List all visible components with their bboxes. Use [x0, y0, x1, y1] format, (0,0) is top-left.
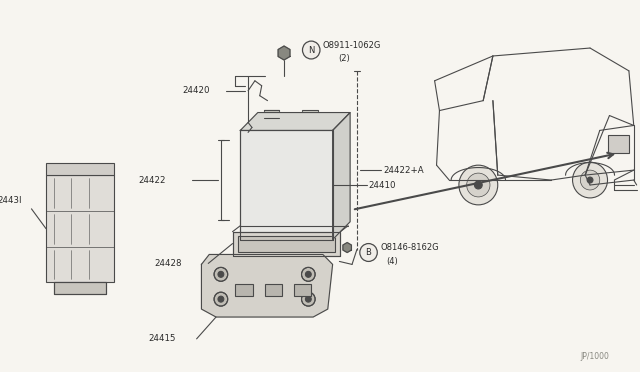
Text: 24410: 24410: [369, 180, 396, 189]
Circle shape: [459, 165, 498, 205]
Bar: [294, 284, 311, 296]
Text: 24428: 24428: [155, 259, 182, 268]
Polygon shape: [241, 113, 350, 131]
Bar: [303, 110, 318, 118]
Text: (4): (4): [386, 257, 398, 266]
Circle shape: [305, 296, 311, 302]
Circle shape: [214, 267, 228, 281]
Bar: [236, 284, 253, 296]
Text: 24420: 24420: [182, 86, 209, 95]
Bar: [264, 110, 279, 118]
Circle shape: [573, 162, 607, 198]
Bar: [264, 284, 282, 296]
Circle shape: [467, 173, 490, 197]
Circle shape: [474, 181, 482, 189]
Circle shape: [301, 267, 315, 281]
Text: 24415: 24415: [148, 334, 175, 343]
Bar: [46, 175, 114, 282]
Bar: [607, 135, 629, 153]
Circle shape: [301, 292, 315, 306]
Text: N: N: [308, 45, 314, 55]
Bar: [232, 232, 340, 256]
Circle shape: [218, 271, 224, 277]
Circle shape: [281, 50, 287, 56]
Polygon shape: [343, 243, 351, 253]
Bar: [238, 235, 335, 253]
Circle shape: [580, 170, 600, 190]
Polygon shape: [333, 113, 350, 240]
Bar: [54, 282, 106, 294]
Circle shape: [303, 41, 320, 59]
Text: 2443I: 2443I: [0, 196, 22, 205]
Text: O8911-1062G: O8911-1062G: [323, 41, 381, 49]
Bar: [241, 131, 333, 240]
Text: JP/1000: JP/1000: [580, 352, 609, 361]
Text: 24422: 24422: [138, 176, 166, 185]
Circle shape: [305, 271, 311, 277]
Circle shape: [312, 119, 322, 129]
Text: O8146-8162G: O8146-8162G: [380, 243, 439, 252]
Text: 24422+A: 24422+A: [383, 166, 424, 174]
Bar: [46, 163, 114, 175]
Circle shape: [587, 177, 593, 183]
Polygon shape: [202, 254, 333, 317]
Circle shape: [214, 292, 228, 306]
Circle shape: [288, 119, 298, 129]
Circle shape: [264, 119, 273, 129]
Polygon shape: [278, 46, 290, 60]
Circle shape: [360, 244, 378, 262]
Circle shape: [218, 296, 224, 302]
Text: B: B: [365, 248, 371, 257]
Bar: [54, 282, 106, 294]
Text: (2): (2): [339, 54, 350, 64]
